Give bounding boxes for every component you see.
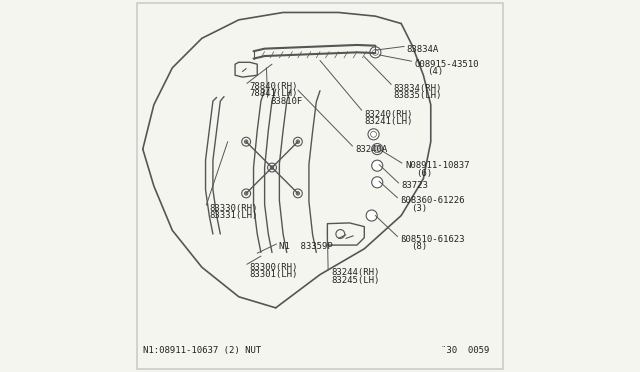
- Circle shape: [296, 140, 300, 144]
- Text: 83240(RH): 83240(RH): [364, 109, 413, 119]
- Text: (3): (3): [412, 203, 428, 213]
- Text: ¨30  0059: ¨30 0059: [442, 346, 490, 355]
- Text: N1  83359P: N1 83359P: [280, 243, 333, 251]
- Text: 83834(RH): 83834(RH): [394, 84, 442, 93]
- Text: 83300(RH): 83300(RH): [250, 263, 298, 272]
- Text: (8): (8): [412, 243, 428, 251]
- Circle shape: [370, 47, 381, 58]
- Circle shape: [296, 192, 300, 195]
- Text: (6): (6): [416, 169, 432, 177]
- Circle shape: [244, 140, 248, 144]
- Text: 83723: 83723: [401, 182, 428, 190]
- Text: 83330(RH): 83330(RH): [209, 203, 258, 213]
- Text: 83810F: 83810F: [270, 97, 303, 106]
- Circle shape: [270, 166, 274, 169]
- Circle shape: [366, 210, 377, 221]
- Text: 78840(RH): 78840(RH): [250, 82, 298, 91]
- Text: N1:08911-10637 (2) NUT: N1:08911-10637 (2) NUT: [143, 346, 261, 355]
- Text: 83331(LH): 83331(LH): [209, 211, 258, 220]
- Text: 83834A: 83834A: [407, 45, 439, 54]
- Text: N08911-10837: N08911-10837: [405, 161, 469, 170]
- Circle shape: [244, 192, 248, 195]
- Circle shape: [372, 160, 383, 171]
- Text: ß08360-61226: ß08360-61226: [401, 196, 465, 205]
- Text: 78841(LH): 78841(LH): [250, 89, 298, 98]
- Text: 83301(LH): 83301(LH): [250, 270, 298, 279]
- Circle shape: [368, 129, 379, 140]
- Circle shape: [372, 144, 383, 155]
- Polygon shape: [374, 146, 381, 152]
- Text: 83835(LH): 83835(LH): [394, 91, 442, 100]
- Text: ß08510-61623: ß08510-61623: [401, 235, 465, 244]
- Text: Ö08915-43510: Ö08915-43510: [414, 60, 479, 69]
- Text: (4): (4): [427, 67, 443, 76]
- Text: 83241(LH): 83241(LH): [364, 117, 413, 126]
- Text: 83240A: 83240A: [355, 145, 387, 154]
- Text: 83244(RH): 83244(RH): [331, 268, 380, 277]
- Text: 83245(LH): 83245(LH): [331, 276, 380, 285]
- Circle shape: [372, 177, 383, 188]
